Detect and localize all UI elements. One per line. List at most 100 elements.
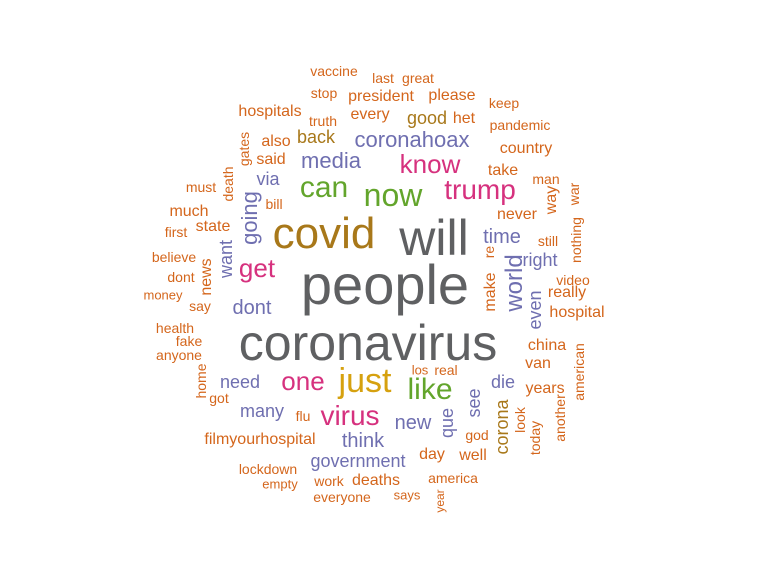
word-back: back — [296, 127, 336, 147]
word-good: good — [406, 108, 448, 128]
word-flu: flu — [295, 408, 311, 424]
word-can: can — [299, 171, 349, 204]
word-truth: truth — [308, 113, 338, 129]
word-work: work — [314, 473, 344, 489]
word-day: day — [419, 446, 445, 463]
word-pandemic: pandemic — [489, 117, 551, 133]
word-still: still — [537, 233, 559, 249]
word-van: van — [525, 355, 551, 372]
word-god: god — [465, 427, 489, 443]
word-dont: dont — [167, 269, 195, 285]
word-keep: keep — [488, 95, 520, 111]
word-say: say — [189, 298, 211, 314]
word-like: like — [407, 373, 453, 406]
word-gates: gates — [236, 131, 252, 167]
word-years: years — [525, 380, 565, 397]
word-think: think — [341, 430, 385, 452]
word-know: know — [399, 149, 461, 179]
word-says: says — [393, 487, 421, 503]
word-via: via — [256, 169, 280, 189]
word-re: re — [481, 245, 497, 259]
word-death: death — [220, 166, 236, 202]
word-war: war — [566, 182, 582, 206]
word-today: today — [527, 420, 543, 456]
word-another: another — [552, 394, 568, 442]
word-many: many — [239, 401, 285, 421]
word-really: really — [547, 284, 587, 301]
word-way: way — [543, 185, 560, 215]
word-covid: covid — [272, 209, 376, 258]
word-also: also — [261, 133, 291, 150]
word-video: video — [556, 272, 590, 288]
word-just: just — [338, 362, 392, 400]
word-will: will — [399, 210, 469, 266]
word-die: die — [490, 372, 516, 392]
word-never: never — [496, 206, 538, 223]
word-take: take — [487, 162, 519, 179]
word-time: time — [483, 226, 521, 248]
word-real: real — [434, 362, 458, 378]
word-fake: fake — [175, 333, 203, 349]
word-every: every — [350, 106, 390, 123]
word-got: got — [209, 390, 229, 406]
word-great: great — [402, 70, 434, 86]
word-need: need — [219, 372, 261, 392]
word-last: last — [372, 70, 394, 86]
word-filmyourhospital: filmyourhospital — [204, 431, 316, 448]
word-que: que — [437, 407, 457, 439]
word-right: right — [522, 250, 558, 270]
word-vaccine: vaccine — [310, 63, 358, 79]
word-want: want — [216, 239, 236, 279]
word-media: media — [301, 148, 361, 173]
word-president: president — [348, 88, 414, 105]
word-coronavirus: coronavirus — [238, 315, 498, 371]
word-nothing: nothing — [568, 217, 584, 263]
word-state: state — [195, 218, 231, 235]
word-going: going — [237, 191, 262, 245]
word-america: america — [428, 470, 478, 486]
word-look: look — [512, 407, 528, 433]
word-american: american — [571, 343, 587, 401]
word-see: see — [464, 388, 484, 418]
word-health: health — [155, 320, 195, 336]
word-deaths: deaths — [351, 472, 401, 489]
word-dont: dont — [232, 297, 272, 319]
word-one: one — [281, 366, 325, 396]
word-het: het — [452, 110, 476, 127]
word-anyone: anyone — [156, 347, 202, 363]
word-corona: corona — [492, 399, 512, 455]
word-empty: empty — [262, 476, 298, 492]
word-money: money — [143, 287, 183, 303]
word-everyone: everyone — [313, 489, 371, 505]
word-stop: stop — [310, 85, 338, 101]
word-home: home — [193, 363, 209, 399]
word-coronahoax: coronahoax — [354, 127, 470, 152]
word-china: china — [527, 337, 567, 354]
word-people: people — [300, 253, 470, 316]
word-trump: trump — [444, 174, 516, 205]
word-get: get — [238, 253, 276, 283]
word-believe: believe — [151, 249, 197, 265]
word-bill: bill — [265, 196, 283, 212]
word-now: now — [363, 177, 423, 213]
word-new: new — [394, 412, 432, 434]
word-virus: virus — [320, 400, 380, 431]
word-please: please — [428, 87, 476, 104]
word-hospital: hospital — [549, 304, 605, 321]
word-much: much — [169, 203, 209, 220]
word-even: even — [525, 290, 545, 330]
word-must: must — [185, 179, 217, 195]
word-year: year — [433, 489, 447, 513]
word-man: man — [532, 171, 560, 187]
word-news: news — [198, 258, 215, 296]
word-lockdown: lockdown — [238, 461, 298, 477]
word-government: government — [310, 451, 406, 471]
word-hospitals: hospitals — [238, 103, 302, 120]
word-make: make — [482, 272, 499, 312]
word-well: well — [459, 447, 487, 464]
word-first: first — [164, 224, 188, 240]
word-said: said — [256, 151, 286, 168]
word-los: los — [411, 362, 429, 378]
word-country: country — [499, 140, 553, 157]
